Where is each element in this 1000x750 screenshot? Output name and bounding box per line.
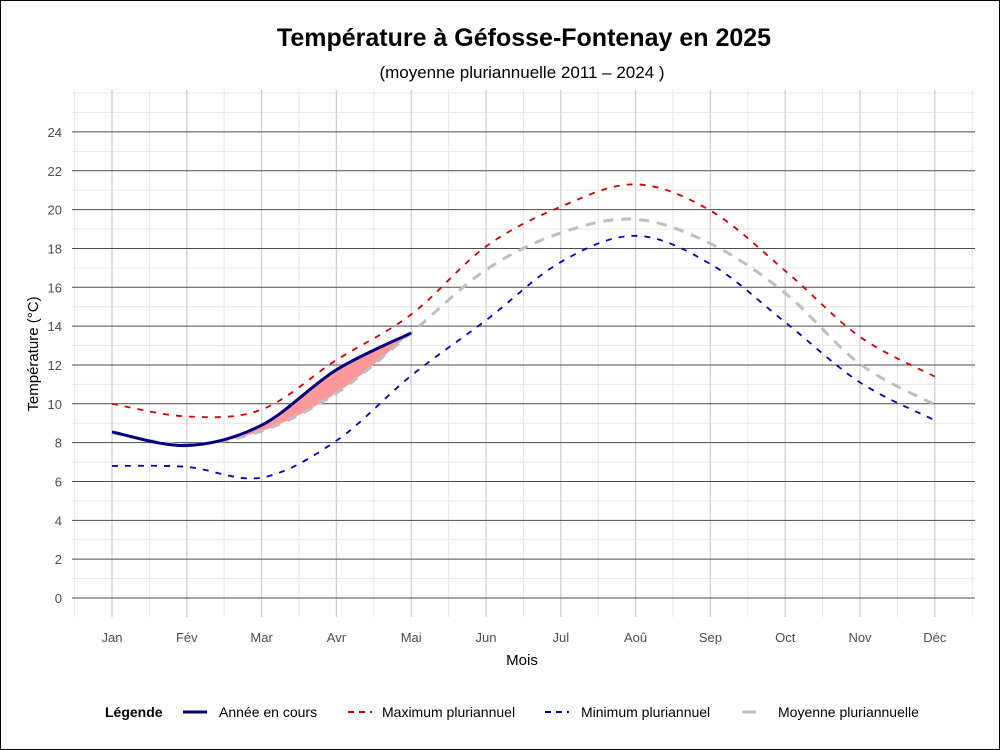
legend-label-annee-en-cours: Année en cours: [219, 704, 317, 720]
x-tick-label: Mai: [401, 630, 422, 645]
legend-label-minimum: Minimum pluriannuel: [581, 704, 710, 720]
y-tick-label: 24: [48, 125, 62, 140]
series-annee-en-cours: [111, 331, 412, 448]
legend-item-maximum: Maximum pluriannuel: [348, 704, 515, 720]
minor-gridlines: [72, 90, 975, 617]
legend-item-minimum: Minimum pluriannuel: [545, 704, 710, 720]
x-tick-label: Jun: [476, 630, 497, 645]
series-line-minimum: [111, 234, 936, 480]
x-tick-label: Nov: [848, 630, 872, 645]
y-tick-label: 18: [48, 241, 62, 256]
x-tick-label: Sep: [699, 630, 722, 645]
y-tick-label: 8: [55, 436, 62, 451]
x-tick-label: Mar: [250, 630, 273, 645]
legend: Légende Année en cours Maximum pluriannu…: [105, 704, 919, 720]
legend-title: Légende: [105, 704, 163, 720]
y-tick-label: 12: [48, 358, 62, 373]
chart-subtitle: (moyenne pluriannuelle 2011 – 2024 ): [379, 63, 664, 82]
y-axis-title: Température (°C): [25, 296, 42, 411]
series-line-annee-en-cours: [111, 331, 412, 448]
y-tick-label: 4: [55, 513, 62, 528]
y-tick-label: 14: [48, 319, 62, 334]
legend-label-maximum: Maximum pluriannuel: [382, 704, 515, 720]
series-lines: [111, 183, 936, 480]
y-tick-label: 0: [55, 591, 62, 606]
y-tick-label: 16: [48, 280, 62, 295]
x-tick-label: Aoû: [624, 630, 647, 645]
x-axis-ticks: Jan Fév Mar Avr Mai Jun Jul Aoû Sep Oct Nov Déc: [102, 630, 947, 645]
series-line-moyenne: [111, 217, 936, 447]
x-tick-label: Fév: [176, 630, 198, 645]
x-tick-label: Jul: [552, 630, 569, 645]
y-tick-label: 2: [55, 552, 62, 567]
x-tick-label: Oct: [775, 630, 796, 645]
y-tick-label: 20: [48, 203, 62, 218]
y-tick-label: 22: [48, 164, 62, 179]
legend-item-moyenne: Moyenne pluriannuelle: [742, 704, 919, 720]
x-tick-label: Avr: [327, 630, 347, 645]
series-moyenne: [111, 217, 936, 447]
legend-item-annee-en-cours: Année en cours: [183, 704, 317, 720]
x-axis-title: Mois: [506, 652, 538, 669]
chart-title: Température à Géfosse-Fontenay en 2025: [277, 24, 771, 52]
y-tick-label: 10: [48, 397, 62, 412]
legend-label-moyenne: Moyenne pluriannuelle: [778, 704, 919, 720]
x-tick-label: Déc: [923, 630, 947, 645]
major-gridlines: [72, 90, 975, 617]
y-tick-label: 6: [55, 474, 62, 489]
series-minimum: [111, 234, 936, 480]
x-tick-label: Jan: [102, 630, 123, 645]
